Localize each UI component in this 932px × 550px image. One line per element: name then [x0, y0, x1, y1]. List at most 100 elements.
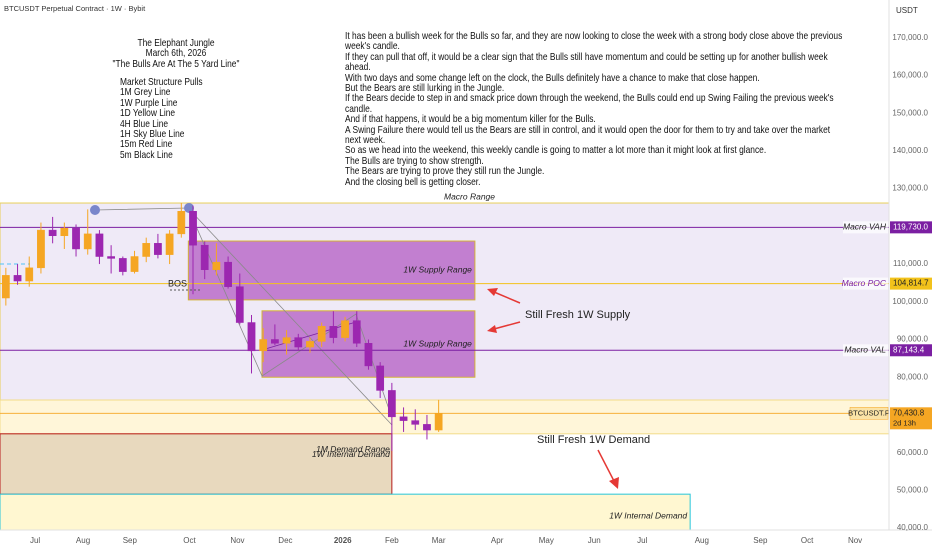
level-label: Macro VAL	[844, 345, 886, 355]
note-line: 4H Blue Line	[120, 117, 169, 130]
candle-body	[364, 343, 373, 367]
price-tag-label: 119,730.0	[893, 222, 929, 231]
candle-body	[212, 261, 221, 270]
peak-marker	[90, 205, 100, 215]
candles	[1, 202, 443, 451]
zone-label: 1M Demand Range	[316, 444, 390, 454]
x-tick-label: Oct	[801, 536, 814, 545]
candle-body	[423, 424, 431, 431]
y-tick-label: 100,000.0	[892, 297, 928, 306]
zone-label: 1W Internal Demand	[312, 449, 390, 459]
note-line: "The Bulls Are At The 5 Yard Line"	[112, 57, 240, 70]
candle-body	[247, 322, 256, 352]
price-tag	[890, 277, 932, 290]
arrow-head	[487, 325, 497, 333]
level-label-bg	[843, 344, 888, 357]
y-tick-label: 150,000.0	[892, 108, 928, 117]
candle-body	[95, 233, 104, 257]
candle-body	[271, 339, 279, 344]
candle-body	[107, 256, 116, 259]
candle-body	[130, 256, 139, 272]
note-paragraph: If the Bears decide to step in and smack…	[345, 92, 834, 115]
note-paragraph: But the Bears are still lurking in the J…	[345, 82, 505, 95]
note-title: The Elephant Jungle March 6th, 2026 "The B…	[96, 37, 256, 70]
x-tick-label: Nov	[230, 536, 244, 545]
x-tick-label: Aug	[695, 536, 709, 545]
note-line: 15m Red Line	[120, 138, 173, 151]
candle-body	[411, 420, 420, 425]
zone-label: 1W Supply Range	[403, 338, 472, 348]
price-tag	[890, 221, 932, 234]
x-tick-label: Sep	[753, 536, 768, 545]
bos-label: BOS	[168, 278, 187, 288]
candle-body	[189, 210, 197, 246]
candle-body	[434, 413, 443, 431]
note-line: 1D Yellow Line	[120, 107, 176, 120]
level-label: Macro POC	[842, 278, 887, 288]
candle-body	[329, 326, 338, 338]
note-line: March 6th, 2026	[145, 47, 207, 60]
candle-body	[224, 261, 232, 287]
candle-body	[165, 233, 174, 255]
price-tag-label: 87,143.4	[893, 345, 925, 354]
arrow-head	[609, 477, 619, 489]
y-tick-label: 170,000.0	[892, 33, 928, 42]
candle-body	[235, 286, 244, 323]
candle-body	[48, 229, 57, 237]
note-paragraph: And the closing bell is getting closer.	[345, 175, 481, 188]
x-tick-label: Jul	[637, 536, 647, 545]
note-line: The Elephant Jungle	[137, 37, 215, 49]
zone-label: 1W Supply Range	[403, 265, 472, 275]
note-paragraphs: It has been a bullish week for the Bulls…	[345, 31, 845, 187]
note-paragraph: With two days and some change left on th…	[345, 71, 760, 84]
x-tick-label: Oct	[183, 536, 196, 545]
candle-body	[399, 416, 408, 421]
note-paragraph: If they can pull that off, it would be a…	[345, 50, 828, 74]
candle-body	[352, 320, 361, 344]
x-tick-label: Feb	[385, 536, 399, 545]
candle-body	[317, 326, 326, 342]
x-tick-label: May	[539, 536, 554, 545]
peak-marker	[184, 203, 194, 213]
level-label-bg	[843, 277, 888, 290]
level-label: BTCUSDT.P	[848, 408, 890, 417]
x-tick-label: Aug	[76, 536, 90, 545]
price-tag	[890, 344, 932, 357]
note-line: 1H Sky Blue Line	[120, 128, 185, 141]
zone-label: 1W Internal Demand	[609, 510, 687, 520]
y-tick-label: 140,000.0	[892, 146, 928, 155]
annotation: Still Fresh 1W Demand	[537, 434, 650, 446]
note-paragraph: The Bears are trying to prove they still…	[345, 165, 545, 178]
y-tick-label: 90,000.0	[897, 335, 929, 344]
x-tick-label: Sep	[123, 536, 138, 545]
candle-body	[306, 341, 314, 348]
levels: Macro VAH Macro POC Macro VAL BTCUSDT.P	[0, 221, 890, 420]
candle-body	[376, 365, 385, 391]
axes: 170,000.0 160,000.0 150,000.0 140,000.0 130,…	[30, 33, 932, 545]
candle-body	[1, 275, 10, 299]
countdown: 2d 13h	[893, 418, 916, 427]
candle-body	[154, 243, 162, 255]
currency: USDT	[896, 6, 918, 15]
annotation: Still Fresh 1W Supply	[525, 309, 631, 321]
price-tag-label: 70,430.8	[893, 408, 925, 417]
note-paragraph: And if that happens, it would be a big m…	[345, 113, 596, 126]
candle-body	[83, 233, 92, 250]
candle-body	[341, 320, 349, 338]
zone	[0, 493, 691, 531]
candle-body	[387, 390, 396, 418]
zone	[0, 399, 890, 435]
price-tag	[890, 407, 932, 430]
x-tick-label: Apr	[491, 536, 504, 545]
arrow-head	[487, 288, 498, 296]
note-paragraph: A Swing Failure there would tell us the …	[345, 123, 831, 147]
price-axis	[889, 0, 932, 550]
note-line: 1W Purple Line	[120, 96, 178, 109]
candle-body	[60, 227, 69, 237]
y-tick-label: 160,000.0	[892, 71, 928, 80]
level-label-bg	[843, 221, 888, 234]
note-paragraph: So as we head into the weekend, this wee…	[345, 144, 767, 157]
candle-body	[200, 244, 209, 270]
candle-body	[282, 337, 291, 344]
